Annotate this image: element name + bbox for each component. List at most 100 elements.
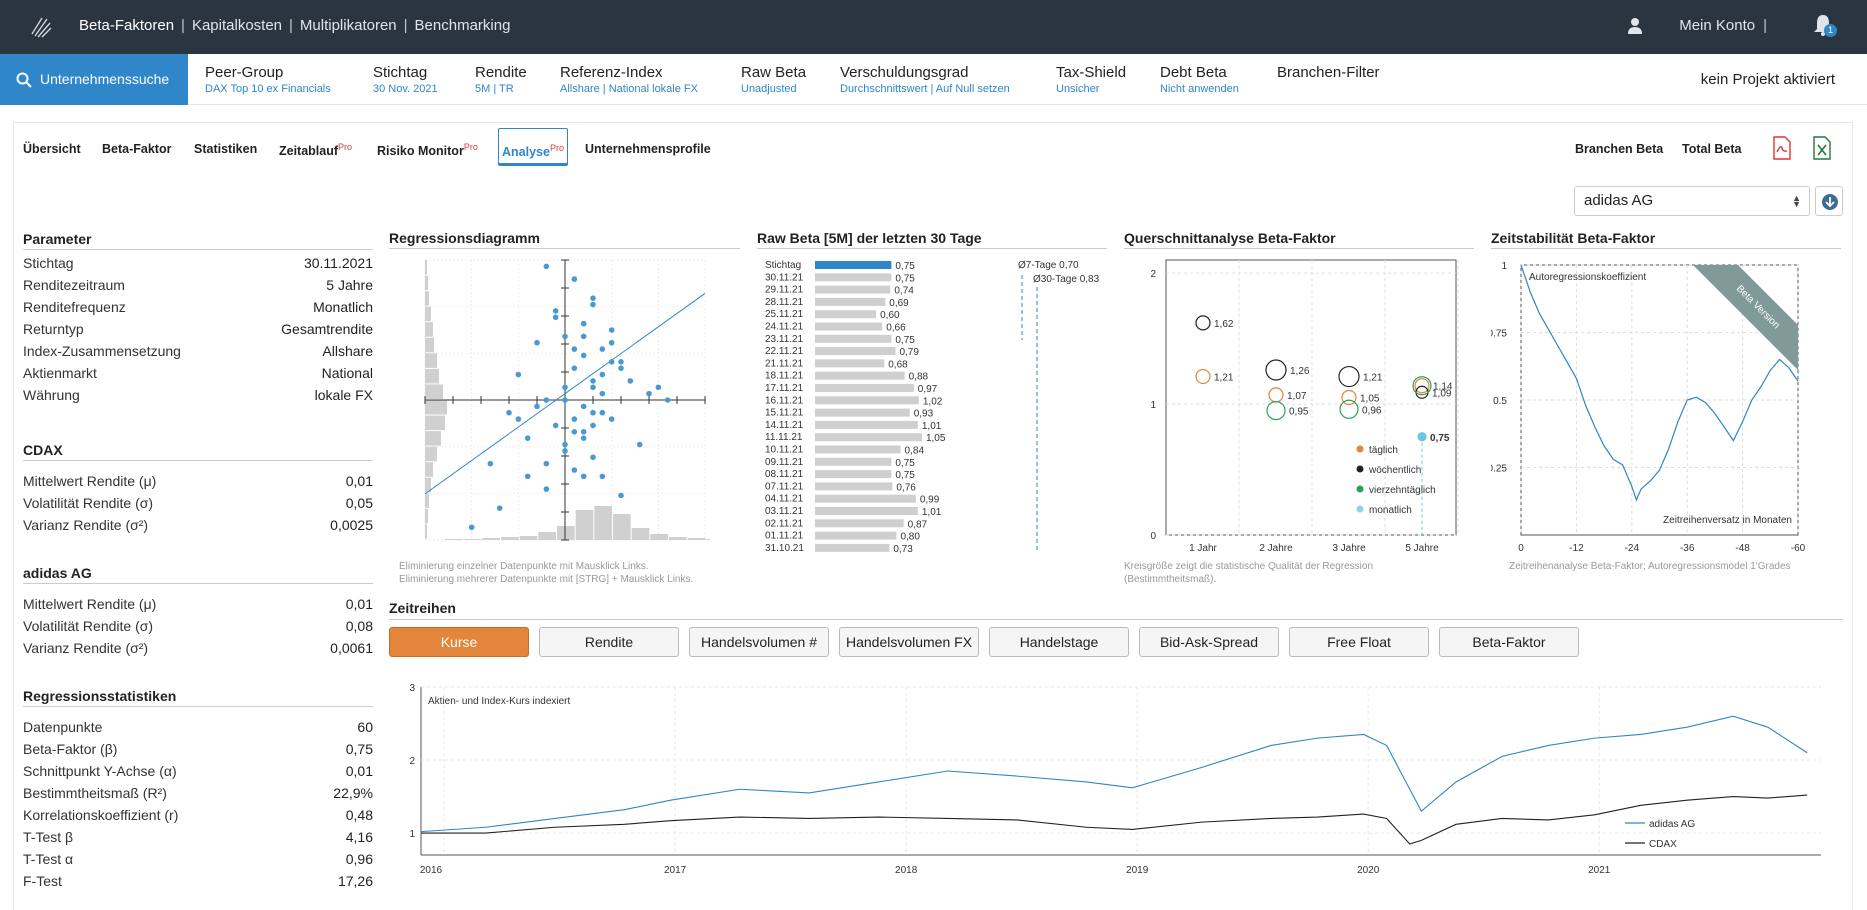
data-point <box>590 384 596 391</box>
x-tick-label: -48 <box>1735 543 1750 554</box>
stability-chart[interactable]: 1 0.75 0.5 0.25 0 -12 -24 -36 -48 -60 Autoregressi… <box>1491 255 1841 555</box>
x-histogram-bar <box>669 537 687 540</box>
tab-statistiken[interactable]: Statistiken <box>194 142 257 156</box>
param-verschuldungsgrad[interactable]: Verschuldungsgrad Durchschnittswert | Auf… <box>840 64 1010 95</box>
user-icon[interactable] <box>1627 16 1643 36</box>
nav-kapitalkosten[interactable]: Kapitalkosten <box>191 17 283 34</box>
company-select[interactable]: adidas AG ▲ ▼ <box>1574 186 1810 216</box>
row-key: T-Test α <box>23 851 74 867</box>
raw-beta-value: 0,73 <box>893 544 913 555</box>
data-point <box>590 378 596 384</box>
tab-risiko-monitor[interactable]: Risiko MonitorPro <box>377 142 478 158</box>
series-button-handelstage[interactable]: Handelstage <box>989 627 1129 657</box>
date-label: 03.11.21 <box>765 506 804 517</box>
x-tick-label: -12 <box>1569 543 1584 554</box>
series-button-free-float[interactable]: Free Float <box>1289 627 1429 657</box>
row-key: Aktienmarkt <box>23 365 97 381</box>
date-label: 25.11.21 <box>765 309 804 320</box>
series-button-kurse[interactable]: Kurse <box>389 627 529 657</box>
row-value: 0,0025 <box>330 517 373 533</box>
series-marker <box>1195 315 1211 331</box>
cross-note-1: Kreisgröße zeigt die statistische Qualit… <box>1124 561 1374 572</box>
parameter-row: Stichtag 30.11.2021 <box>23 255 373 277</box>
account-label[interactable]: Mein Konto <box>1679 17 1756 34</box>
nav-beta-faktoren[interactable]: Beta-Faktoren <box>79 17 175 34</box>
param-value: Nicht anwenden <box>1160 83 1239 95</box>
notification-badge: 1 <box>1824 24 1837 37</box>
x-axis-label: Zeitreihenversatz in Monaten <box>1663 515 1792 526</box>
row-value: lokale FX <box>314 387 373 403</box>
param-debt-beta[interactable]: Debt Beta Nicht anwenden <box>1160 64 1239 95</box>
param-value: 5M | TR <box>475 83 514 95</box>
data-point <box>515 371 522 378</box>
y-tick-label: 2 <box>409 756 415 767</box>
series-button-handelsvolumen-fx[interactable]: Handelsvolumen FX <box>839 627 979 657</box>
cross-section-chart[interactable]: 0 1 2 1 Jahr 2 Jahre 3 Jahre 5 Jahre 1,21 1,07 1,… <box>1124 255 1474 555</box>
excel-export-icon[interactable] <box>1812 136 1832 160</box>
tab-unternehmensprofile[interactable]: Unternehmensprofile <box>585 142 711 156</box>
series-button-beta-faktor[interactable]: Beta-Faktor <box>1439 627 1579 657</box>
y-axis-label: Autoregressionskoeffizient <box>1529 272 1646 283</box>
tab-total-beta[interactable]: Total Beta <box>1682 142 1742 156</box>
parameter-row: Returntyp Gesamtrendite <box>23 321 373 343</box>
data-point <box>599 371 606 378</box>
row-key: Varianz Rendite (σ²) <box>23 517 149 533</box>
adidas-row: Volatilität Rendite (σ) 0,08 <box>23 618 373 640</box>
regression-chart[interactable] <box>420 255 710 545</box>
param-branchen-filter[interactable]: Branchen-Filter <box>1277 64 1380 81</box>
legend-marker <box>1356 485 1364 493</box>
row-value: 30.11.2021 <box>303 255 373 271</box>
raw-beta-chart[interactable]: Stichtag 0,75 30.11.21 0,75 29.11.21 0,74 28.1… <box>760 255 1120 555</box>
legend-label: adidas AG <box>1649 819 1695 830</box>
series-button-rendite[interactable]: Rendite <box>539 627 679 657</box>
tab-zeitablauf[interactable]: ZeitablaufPro <box>279 142 352 158</box>
param-tax-shield[interactable]: Tax-Shield Unsicher <box>1056 64 1126 95</box>
cross-section-chart-title: Querschnittanalyse Beta-Faktor <box>1124 230 1474 249</box>
x-tick-label: 0 <box>1518 543 1524 554</box>
download-button[interactable] <box>1815 186 1843 216</box>
price-chart[interactable]: 1 2 3 2016 2017 2018 2019 2020 2021 Aktien- und I… <box>389 675 1843 890</box>
data-point <box>590 295 596 301</box>
company-search-button[interactable]: Unternehmenssuche <box>0 54 188 105</box>
account-menu[interactable]: Mein Konto | <box>1679 17 1767 34</box>
x-histogram-bar <box>594 506 612 540</box>
project-status[interactable]: kein Projekt aktiviert <box>1700 71 1835 88</box>
series-button-handelsvolumen-[interactable]: Handelsvolumen # <box>689 627 829 657</box>
select-arrows-icon: ▲ ▼ <box>1792 193 1801 209</box>
param-referenz-index[interactable]: Referenz-Index Allshare | National lokale… <box>560 64 698 95</box>
tab-beta-faktor[interactable]: Beta-Faktor <box>102 142 171 156</box>
data-point <box>618 492 624 499</box>
date-label: 01.11.21 <box>765 531 804 542</box>
date-label: 23.11.21 <box>765 334 804 345</box>
parameter-heading: Parameter <box>23 231 373 250</box>
param-peer-group[interactable]: Peer-Group DAX Top 10 ex Financials <box>205 64 331 95</box>
row-value: 0,05 <box>345 495 373 511</box>
nav-benchmarking[interactable]: Benchmarking <box>414 17 511 34</box>
row-key: Returntyp <box>23 321 84 337</box>
param-title: Raw Beta <box>741 64 807 81</box>
raw-beta-value: 0,87 <box>908 519 928 530</box>
row-key: Beta-Faktor (β) <box>23 741 118 757</box>
beta-version-ribbon <box>1693 265 1798 370</box>
raw-beta-bar <box>815 457 892 466</box>
data-point <box>627 378 634 384</box>
data-point <box>599 409 606 416</box>
tab-branchen-beta[interactable]: Branchen Beta <box>1575 142 1664 156</box>
data-point <box>552 422 559 429</box>
tab-analyse[interactable]: AnalysePro <box>498 128 568 166</box>
param-raw-beta[interactable]: Raw Beta Unadjusted <box>741 64 806 95</box>
point-label: 1,26 <box>1290 366 1310 377</box>
app-logo-icon[interactable] <box>28 14 54 40</box>
x-histogram-bar <box>631 528 650 540</box>
tab-uebersicht[interactable]: Übersicht <box>23 142 81 156</box>
x-tick-label: 2019 <box>1126 865 1149 876</box>
param-rendite[interactable]: Rendite 5M | TR <box>475 64 527 95</box>
param-stichtag[interactable]: Stichtag 30 Nov. 2021 <box>373 64 438 95</box>
data-point <box>543 397 550 403</box>
pdf-export-icon[interactable] <box>1772 136 1792 160</box>
point-label: 1,21 <box>1363 373 1383 384</box>
nav-multiplikatoren[interactable]: Multiplikatoren <box>299 17 397 34</box>
series-button-bid-ask-spread[interactable]: Bid-Ask-Spread <box>1139 627 1279 657</box>
raw-beta-bar <box>815 273 892 282</box>
raw-beta-value: 0,75 <box>895 273 915 284</box>
